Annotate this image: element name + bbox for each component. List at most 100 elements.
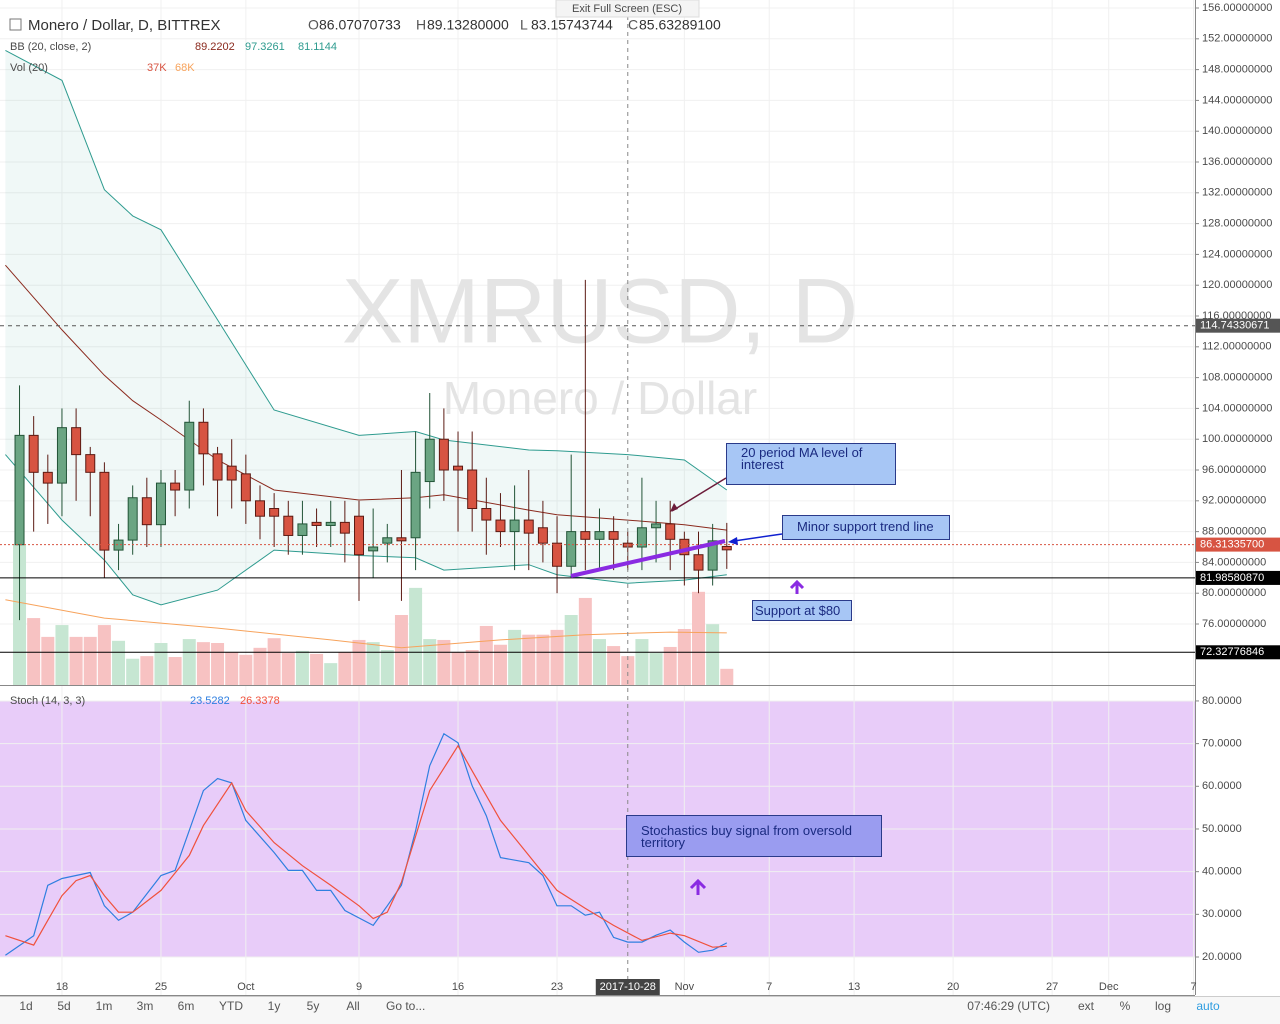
y-tick-label: 104.00000000 [1202,402,1272,414]
candle-body [212,453,223,481]
price-tag [1196,645,1280,660]
y-tick-label: 108.00000000 [1202,372,1272,384]
annotation: 20 period MA level of interest [726,443,896,485]
volume-bar [239,654,253,685]
bb-label: BB (20, close, 2) [10,41,91,53]
volume-bar [83,636,97,685]
candle-body [523,519,534,534]
volume-bar [409,587,423,685]
y-tick-label: 40.0000 [1202,866,1242,878]
y-tick-label: 148.00000000 [1202,64,1272,76]
range-button[interactable]: 1y [268,999,281,1013]
y-tick-label: 144.00000000 [1202,94,1272,106]
volume-bar [550,629,564,685]
volume-bar [27,618,41,685]
range-button[interactable]: 1m [96,999,113,1013]
range-button[interactable]: 5d [57,999,70,1013]
y-tick-label: 20.0000 [1202,951,1242,963]
ma-arrow [671,477,727,512]
candle-body [155,482,166,526]
volume-bar [211,643,225,685]
y-tick-label: 124.00000000 [1202,248,1272,260]
volume-bar [691,591,705,685]
range-button[interactable]: YTD [219,999,243,1013]
candle-body [721,545,732,551]
y-tick-label: 136.00000000 [1202,156,1272,168]
candle-body [651,523,662,529]
watermark-symbol: XMRUSD, D [342,260,858,362]
price-tag-label: 86.31335700 [1200,539,1264,551]
scale-option[interactable]: log [1155,999,1171,1013]
candle-body [71,427,82,456]
ohlc-value: 86.07070733 [319,17,401,33]
candle-body [537,527,548,544]
y-tick-label: 88.00000000 [1202,526,1266,538]
volume-bar [677,629,691,685]
bb-middle [5,264,727,531]
candle-body [608,531,619,540]
vol-value: 68K [175,62,195,74]
y-tick-label: 70.0000 [1202,738,1242,750]
annotation: Minor support trend line [782,515,950,540]
candle-body [184,421,195,491]
range-button[interactable]: 3m [137,999,154,1013]
candle-body [438,438,449,471]
volume-bar [578,597,592,685]
volume-bar [41,636,55,685]
range-button[interactable]: 5y [307,999,320,1013]
y-tick-label: 120.00000000 [1202,279,1272,291]
ohlc-key: O [308,17,319,33]
candle-body [594,531,605,540]
x-tick-label: Dec [1099,981,1119,993]
candle-body [368,546,379,552]
candle-body [14,434,25,546]
crosshair-tag [595,979,660,995]
volume-bar [310,653,324,685]
bb-value: 97.3261 [245,41,285,53]
candle-body [127,497,138,541]
support-arrow [733,533,783,542]
x-tick-label: Oct [237,981,254,993]
volume-bar [338,652,352,685]
volume-bar [196,642,210,685]
collapse-icon[interactable] [9,18,22,31]
range-button[interactable]: 6m [178,999,195,1013]
volume-bar [479,625,493,685]
scale-option[interactable]: auto [1196,999,1220,1013]
volume-bar [663,646,677,685]
volume-bar [281,653,295,685]
exit-fullscreen-label[interactable]: Exit Full Screen (ESC) [572,3,682,15]
volume-bar [182,639,196,685]
volume-bar [423,639,437,685]
candle-body [467,469,478,510]
x-tick-label: 16 [452,981,464,993]
candle-body [424,438,435,483]
x-tick-label: 18 [56,981,68,993]
candle-body [580,531,591,540]
range-button[interactable]: All [346,999,359,1013]
scale-option[interactable]: ext [1078,999,1095,1013]
candle-body [254,500,265,517]
exit-fullscreen[interactable] [555,0,700,18]
volume-bar [366,642,380,685]
up-arrow [789,579,805,594]
x-tick-label: 25 [155,981,167,993]
candle-body [481,508,492,521]
vol-label: Vol (20) [10,62,48,74]
candle-body [495,519,506,533]
y-tick-label: 76.00000000 [1202,618,1266,630]
candle-body [311,521,322,526]
scale-option[interactable]: % [1120,999,1131,1013]
candle-body [56,427,67,484]
volume-bar [55,625,69,685]
annotation: Support at $80 [752,600,852,621]
volume-bar [126,658,140,685]
volume-bar [522,634,536,685]
goto-button[interactable]: Go to... [386,999,425,1013]
ohlc-key: H [416,17,426,33]
range-button[interactable]: 1d [19,999,32,1013]
y-tick-label: 132.00000000 [1202,187,1272,199]
volume-bar [635,639,649,685]
x-tick-label: 20 [947,981,959,993]
